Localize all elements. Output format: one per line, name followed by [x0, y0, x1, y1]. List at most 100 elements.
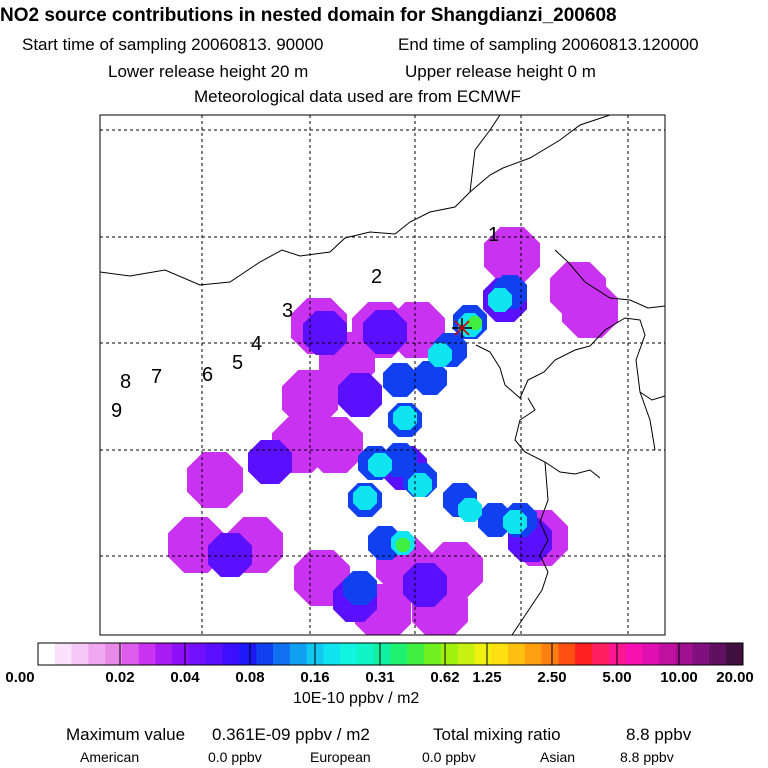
meteorological-data-note: Meteorological data used are from ECMWF	[194, 87, 521, 106]
traj-label-8: 8	[120, 371, 131, 393]
colorbar-tick-9: 5.00	[602, 669, 632, 686]
colorbar-tick-2: 0.04	[170, 669, 200, 686]
american-value: 0.0 ppbv	[208, 749, 262, 765]
colorbar-swatch	[424, 643, 442, 665]
plume-cell	[408, 473, 432, 497]
colorbar-swatch	[289, 643, 308, 665]
plume-cell	[368, 526, 402, 560]
plume-cell	[368, 453, 392, 477]
plume-cell	[413, 361, 447, 395]
colorbar-unit: 10E-10 ppbv / m2	[293, 690, 420, 707]
start-sampling-time: Start time of sampling 20060813. 90000	[22, 35, 324, 54]
colorbar-swatch	[625, 643, 643, 665]
plume-cell	[468, 316, 482, 330]
plume-cell	[503, 510, 527, 534]
colorbar-tick-5: 0.31	[365, 669, 395, 686]
colorbar-tick-6: 0.62	[430, 669, 460, 686]
colorbar-swatch	[256, 643, 274, 665]
trajectory-labels: 1 2 3 4 5 6 7 8 9	[111, 224, 499, 422]
yellow-sea-coast	[511, 461, 549, 635]
plume-cell	[488, 288, 512, 312]
colorbar-swatch	[491, 643, 509, 665]
korea-coast	[639, 391, 656, 451]
shandong-coast	[514, 397, 601, 479]
colorbar-tick-8: 2.50	[537, 669, 567, 686]
plume-cell	[353, 486, 377, 510]
european-value: 0.0 ppbv	[422, 749, 476, 765]
colorbar-swatch	[390, 643, 408, 665]
colorbar-swatch	[155, 643, 173, 665]
traj-label-6: 6	[202, 364, 213, 386]
colorbar-swatch	[239, 643, 257, 665]
peninsula	[589, 317, 665, 401]
asian-value: 8.8 ppbv	[620, 749, 674, 765]
colorbar-swatch	[659, 643, 677, 665]
colorbar-swatch	[88, 643, 106, 665]
colorbar-frame	[37, 642, 744, 666]
upper-release-height: Upper release height 0 m	[405, 62, 596, 81]
plume-cell	[484, 227, 540, 283]
northeast-border	[469, 115, 501, 193]
colorbar-swatch	[54, 643, 73, 665]
traj-label-1: 1	[488, 224, 499, 246]
star-marker	[452, 318, 472, 338]
max-value: 0.361E-09 ppbv / m2	[212, 725, 370, 744]
plume-cell	[383, 363, 417, 397]
colorbar-swatch	[541, 643, 559, 665]
colorbar-swatch	[38, 643, 56, 665]
northern-border	[100, 115, 611, 286]
colorbar-swatch	[474, 643, 492, 665]
plume-cell	[307, 417, 363, 473]
colorbar-tick-11: 20.00	[716, 669, 754, 686]
american-label: American	[80, 749, 140, 765]
map-frame	[99, 114, 666, 636]
plume-cell	[303, 311, 347, 355]
colorbar-swatch	[323, 643, 341, 665]
colorbar-swatch	[172, 643, 190, 665]
colorbar-tick-4: 0.16	[300, 669, 330, 686]
traj-label-4: 4	[251, 333, 262, 355]
colorbar	[37, 642, 744, 666]
colorbar-swatch	[138, 643, 156, 665]
colorbar-tick-0: 0.00	[5, 669, 35, 686]
eastern-coast	[554, 249, 665, 309]
colorbar-swatch	[105, 643, 123, 665]
plume-cell	[363, 310, 407, 354]
colorbar-swatch	[709, 643, 727, 665]
colorbar-swatch	[524, 643, 543, 665]
colorbar-tick-7: 1.25	[472, 669, 502, 686]
colorbar-swatch	[508, 643, 526, 665]
lower-release-height: Lower release height 20 m	[108, 62, 309, 81]
traj-label-3: 3	[282, 300, 293, 322]
colorbar-tick-10: 10.00	[660, 669, 698, 686]
chart-title: NO2 source contributions in nested domai…	[0, 5, 617, 26]
plume-cell	[550, 262, 606, 318]
colorbar-swatch	[726, 643, 744, 665]
colorbar-swatch	[692, 643, 710, 665]
colorbar-swatch	[356, 643, 375, 665]
plume-cell	[248, 440, 292, 484]
plume-cell	[338, 373, 382, 417]
bohai-coast	[475, 344, 591, 399]
total-mixing-label: Total mixing ratio	[433, 725, 561, 744]
colorbar-swatch	[121, 643, 140, 665]
european-label: European	[310, 749, 371, 765]
colorbar-swatch	[222, 643, 240, 665]
coastlines-borders	[100, 115, 665, 635]
plume-cell	[428, 343, 452, 367]
colorbar-swatch	[205, 643, 224, 665]
total-mixing-value: 8.8 ppbv	[626, 725, 692, 744]
traj-label-7: 7	[151, 366, 162, 388]
colorbar-tick-1: 0.02	[105, 669, 135, 686]
colorbar-swatch	[440, 643, 459, 665]
colorbar-swatch	[340, 643, 358, 665]
colorbar-swatch	[407, 643, 425, 665]
colorbar-swatch	[273, 643, 291, 665]
colorbar-swatch	[558, 643, 576, 665]
plume-cell	[478, 503, 512, 537]
traj-label-5: 5	[232, 352, 243, 374]
plume-cell	[187, 452, 243, 508]
colorbar-swatch	[575, 643, 593, 665]
asian-label: Asian	[540, 749, 576, 765]
